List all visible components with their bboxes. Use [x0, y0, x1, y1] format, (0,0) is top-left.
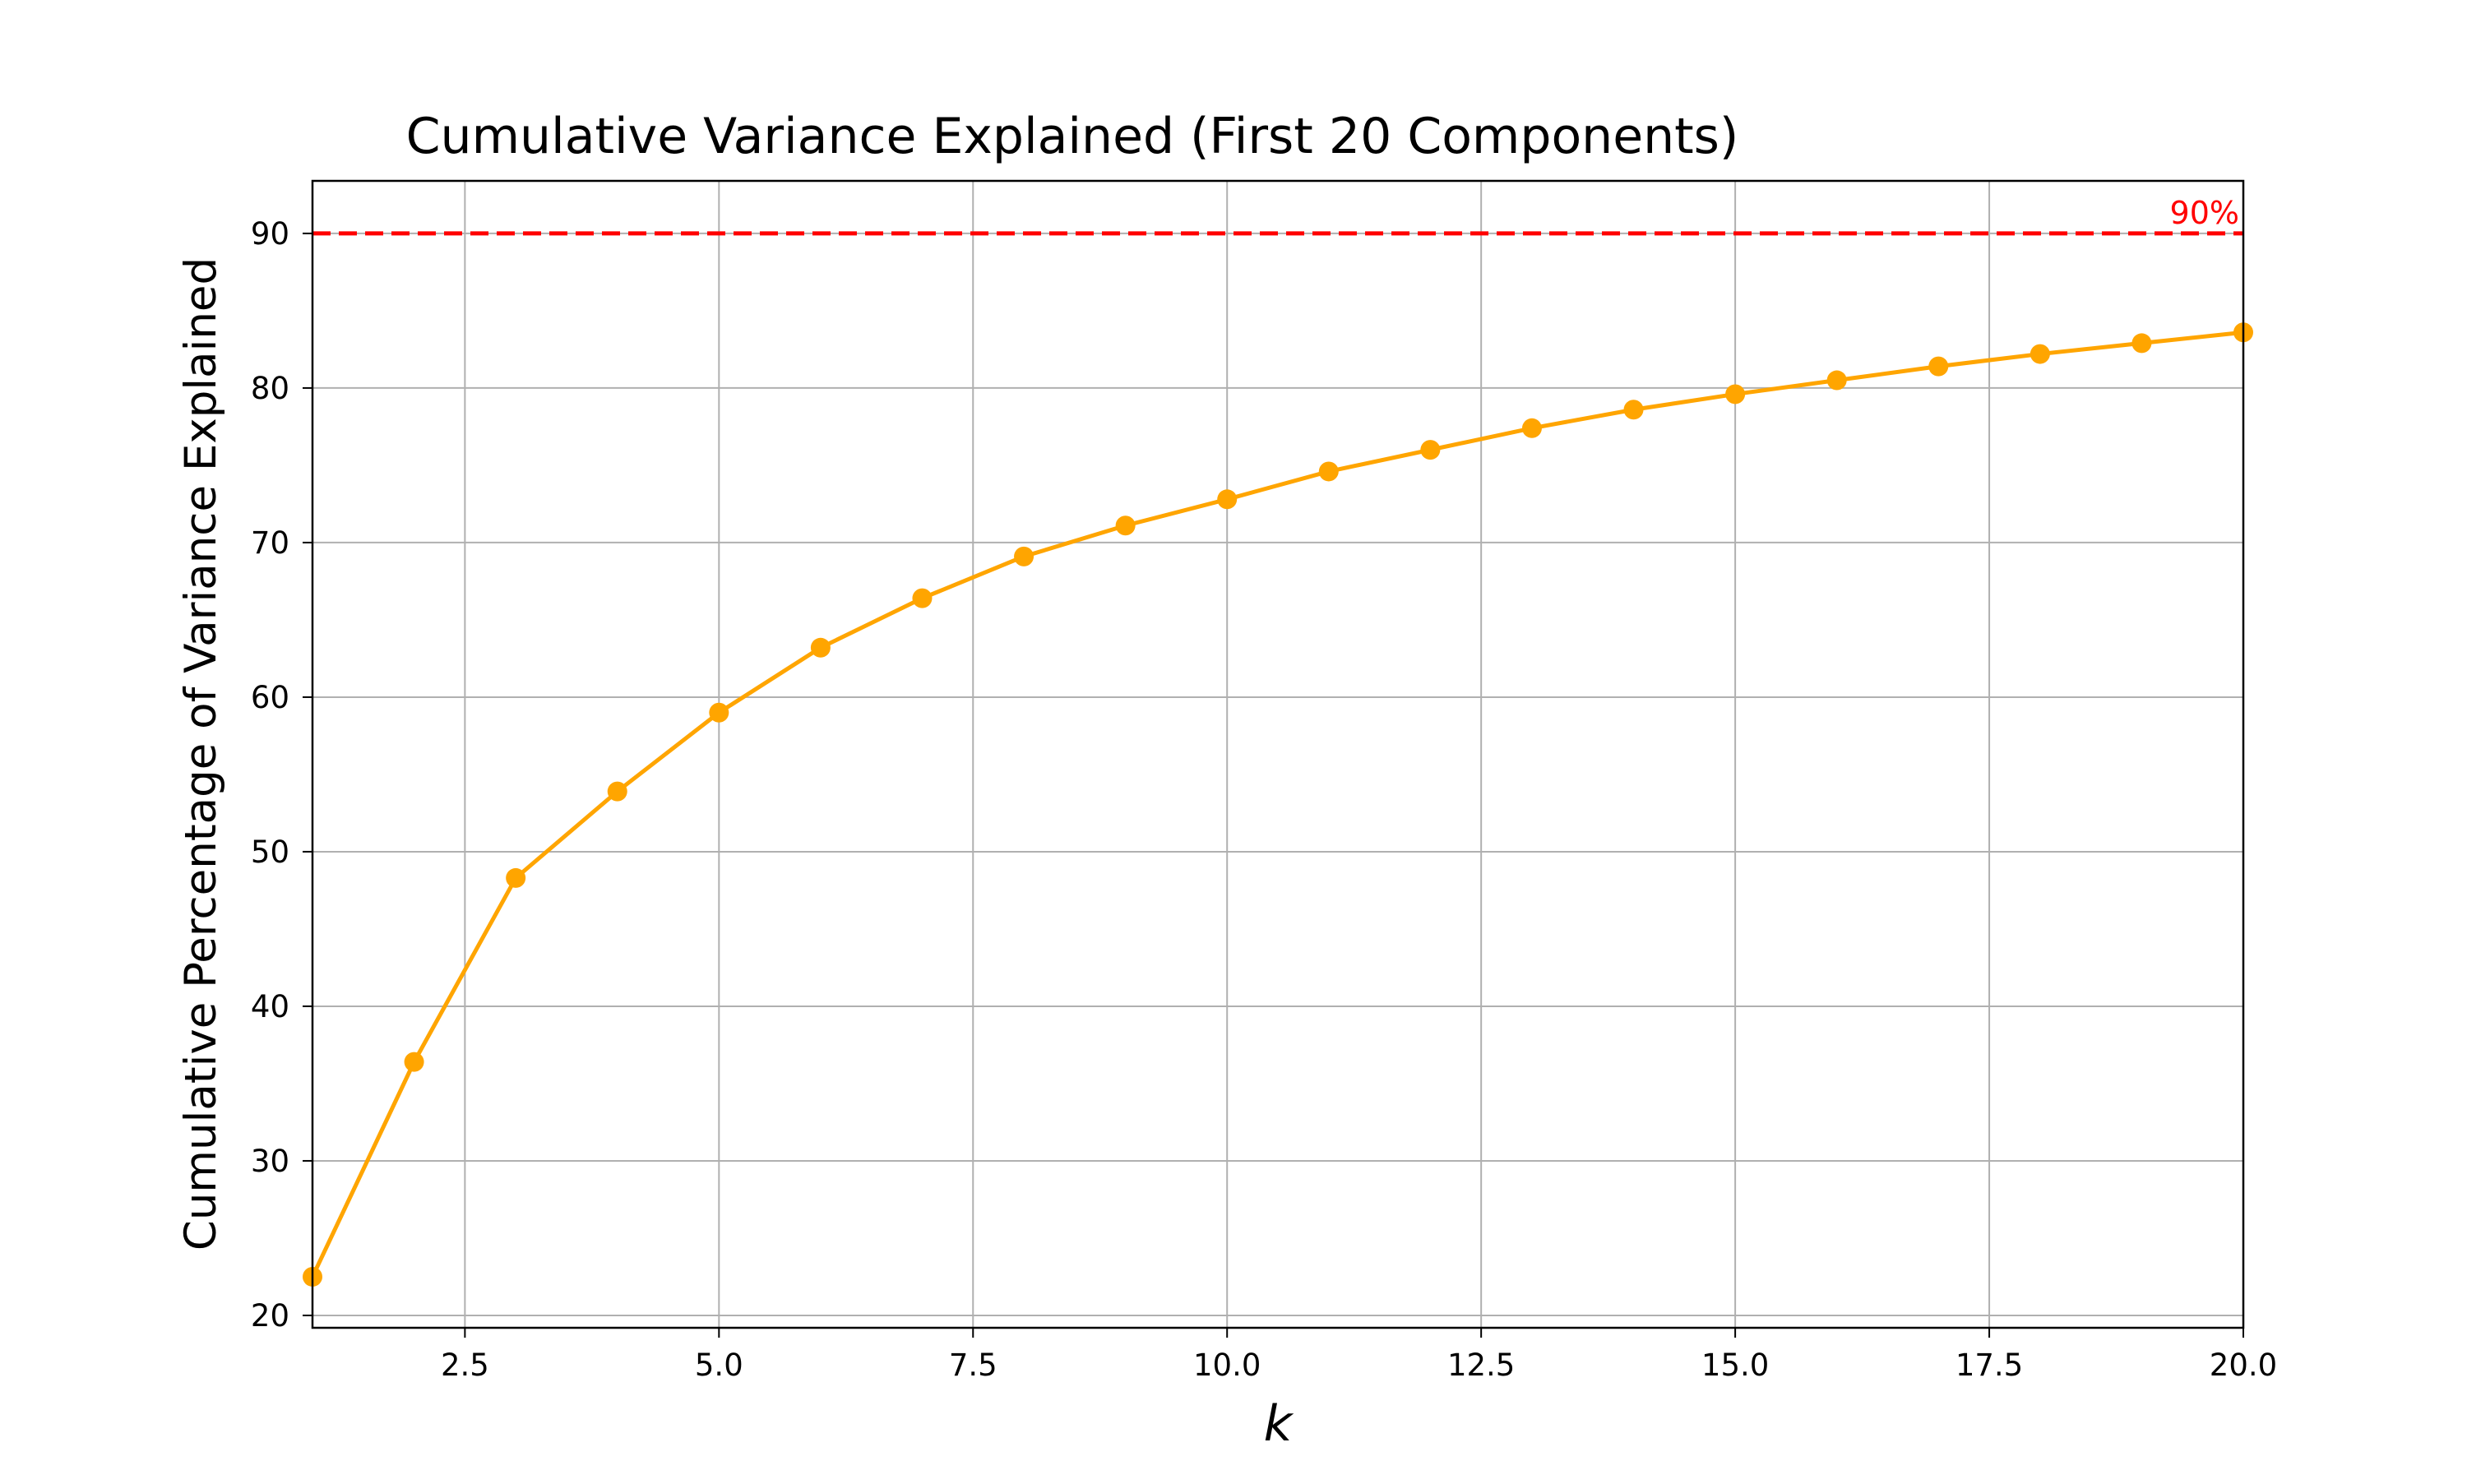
- data-point: [1623, 400, 1644, 420]
- y-tick-label: 60: [251, 680, 289, 715]
- y-tick-label: 90: [251, 216, 289, 252]
- chart-title: Cumulative Variance Explained (First 20 …: [406, 108, 1739, 165]
- grid-lines: [312, 181, 2244, 1328]
- x-tick-label: 15.0: [1701, 1348, 1769, 1383]
- threshold-label: 90%: [2170, 195, 2239, 231]
- y-tick-label: 40: [251, 989, 289, 1024]
- x-tick-label: 10.0: [1193, 1348, 1261, 1383]
- data-series: [303, 322, 2253, 1287]
- x-tick-label: 5.0: [695, 1348, 743, 1383]
- data-point: [1420, 440, 1441, 460]
- data-point: [1318, 461, 1339, 482]
- data-point: [1217, 489, 1238, 510]
- y-tick-label: 80: [251, 371, 289, 406]
- axes-frame: [311, 179, 2245, 1329]
- y-axis-label: Cumulative Percentage of Variance Explai…: [176, 257, 226, 1251]
- data-point: [709, 702, 729, 723]
- data-point: [1826, 370, 1847, 391]
- data-point: [1014, 546, 1034, 566]
- series-line: [310, 330, 2244, 1278]
- x-tick-label: 12.5: [1447, 1348, 1515, 1383]
- data-point: [2131, 333, 2152, 354]
- data-point: [1521, 418, 1542, 438]
- x-tick-label: 20.0: [2210, 1348, 2277, 1383]
- data-point: [810, 637, 831, 658]
- x-tick-label: 7.5: [949, 1348, 997, 1383]
- x-tick-label: 2.5: [441, 1348, 489, 1383]
- data-point: [912, 588, 933, 608]
- reference-lines: 90%: [312, 195, 2243, 236]
- y-tick-label: 20: [251, 1298, 289, 1334]
- y-tick-label: 30: [251, 1144, 289, 1179]
- axis-ticks: 2.5 5.0 7.5 10.0 12.5 15.0 17.5 20.0 20 30 40 50 60 7…: [251, 216, 2277, 1383]
- data-point: [1115, 515, 1136, 536]
- data-point: [404, 1052, 424, 1072]
- data-point: [1725, 384, 1746, 405]
- y-tick-label: 50: [251, 834, 289, 870]
- x-tick-label: 17.5: [1956, 1348, 2023, 1383]
- data-point: [607, 781, 627, 802]
- x-axis-label: k: [1264, 1395, 1294, 1453]
- data-point: [1928, 356, 1949, 377]
- data-point: [506, 867, 526, 888]
- y-tick-label: 70: [251, 525, 289, 561]
- data-point: [2030, 344, 2050, 364]
